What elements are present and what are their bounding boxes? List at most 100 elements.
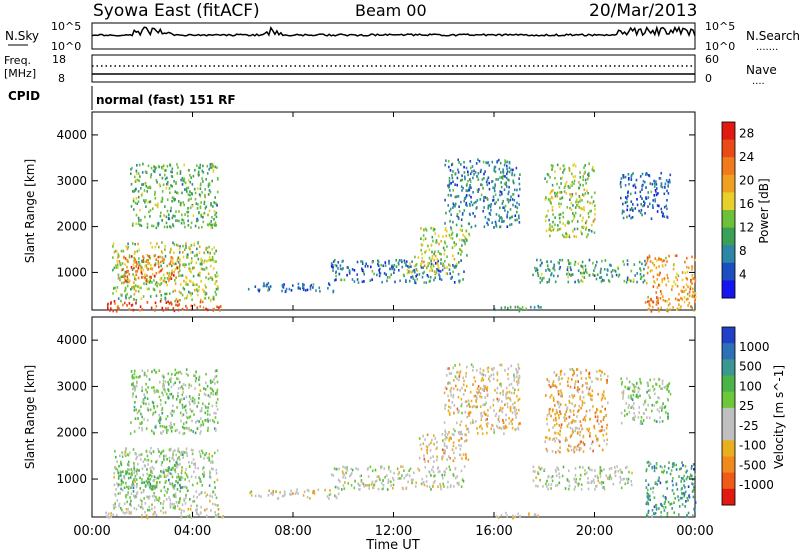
scatter-cell: [117, 253, 120, 256]
scatter-cell: [342, 267, 344, 270]
scatter-cell: [556, 411, 559, 414]
scatter-cell: [382, 487, 384, 490]
scatter-cell: [205, 266, 208, 270]
scatter-cell: [139, 305, 142, 308]
scatter-cell: [639, 267, 641, 270]
scatter-cell: [421, 252, 423, 256]
scatter-cell: [666, 513, 669, 517]
scatter-cell: [130, 492, 133, 496]
scatter-cell: [126, 292, 128, 296]
scatter-cell: [198, 383, 201, 387]
scatter-cell: [480, 424, 482, 428]
scatter-cell: [161, 461, 163, 464]
scatter-cell: [478, 388, 480, 392]
scatter-cell: [206, 456, 209, 460]
scatter-cell: [436, 455, 438, 459]
scatter-cell: [196, 187, 199, 190]
scatter-cell: [164, 248, 166, 251]
scatter-cell: [159, 269, 162, 273]
scatter-cell: [217, 504, 219, 507]
scatter-cell: [141, 272, 143, 276]
scatter-cell: [437, 470, 440, 474]
scatter-cell: [667, 280, 670, 283]
scatter-cell: [601, 278, 604, 282]
scatter-cell: [196, 252, 198, 256]
scatter-cell: [406, 260, 408, 263]
scatter-cell: [174, 505, 176, 509]
scatter-cell: [655, 507, 658, 510]
scatter-cell: [178, 299, 180, 302]
scatter-cell: [661, 186, 664, 189]
scatter-cell: [200, 279, 203, 283]
scatter-cell: [361, 262, 364, 265]
scatter-cell: [327, 287, 329, 290]
scatter-cell: [208, 459, 211, 462]
colorbar-swatch: [722, 407, 735, 425]
scatter-cell: [216, 166, 218, 169]
scatter-cell: [512, 193, 514, 196]
scatter-cell: [413, 268, 415, 272]
scatter-cell: [584, 192, 587, 195]
scatter-cell: [130, 295, 132, 298]
scatter-cell: [452, 441, 455, 444]
scatter-cell: [449, 264, 451, 268]
scatter-cell: [452, 170, 454, 173]
scatter-cell: [645, 469, 648, 473]
scatter-cell: [685, 276, 688, 280]
scatter-cell: [174, 368, 177, 372]
scatter-cell: [489, 406, 492, 409]
scatter-cell: [556, 191, 559, 195]
scatter-cell: [603, 390, 605, 394]
scatter-cell: [217, 513, 220, 516]
scatter-cell: [458, 209, 461, 213]
scatter-cell: [140, 405, 142, 408]
scatter-cell: [501, 192, 503, 196]
scatter-cell: [488, 212, 491, 215]
scatter-cell: [646, 259, 649, 262]
scatter-cell: [505, 176, 508, 180]
scatter-cell: [188, 395, 191, 398]
scatter-cell: [125, 494, 127, 497]
scatter-cell: [535, 484, 537, 488]
scatter-cell: [408, 469, 410, 472]
scatter-cell: [590, 442, 593, 446]
scatter-cell: [437, 266, 440, 269]
scatter-cell: [599, 475, 602, 478]
scatter-cell: [460, 259, 462, 262]
scatter-cell: [666, 199, 668, 202]
scatter-cell: [576, 368, 578, 371]
scatter-cell: [511, 426, 514, 430]
scatter-cell: [646, 495, 649, 498]
scatter-cell: [306, 495, 309, 499]
scatter-cell: [189, 190, 191, 193]
scatter-cell: [626, 276, 629, 280]
scatter-cell: [551, 479, 554, 483]
scatter-cell: [569, 426, 572, 430]
power-ylabel: Slant Range [km]: [23, 159, 37, 263]
scatter-cell: [172, 466, 174, 469]
scatter-cell: [652, 486, 655, 490]
scatter-cell: [681, 496, 683, 500]
scatter-cell: [267, 286, 270, 289]
scatter-cell: [657, 301, 659, 305]
scatter-cell: [330, 262, 333, 265]
scatter-cell: [481, 376, 484, 380]
scatter-cell: [438, 242, 440, 246]
scatter-cell: [147, 258, 149, 262]
scatter-cell: [559, 227, 562, 231]
scatter-cell: [449, 272, 451, 275]
scatter-cell: [145, 282, 148, 286]
scatter-cell: [646, 173, 648, 176]
scatter-cell: [477, 178, 480, 181]
scatter-cell: [432, 484, 434, 488]
scatter-cell: [498, 409, 501, 412]
scatter-cell: [456, 183, 458, 187]
scatter-cell: [579, 176, 582, 179]
scatter-cell: [456, 377, 458, 380]
scatter-cell: [384, 261, 387, 264]
scatter-cell: [126, 277, 129, 281]
scatter-cell: [160, 250, 163, 253]
scatter-cell: [578, 194, 581, 198]
scatter-cell: [133, 463, 135, 467]
scatter-cell: [187, 199, 190, 202]
